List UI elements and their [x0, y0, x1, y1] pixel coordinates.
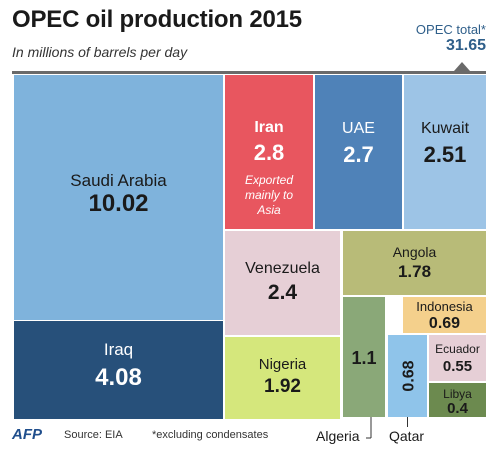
opec-total-value: 31.65: [445, 37, 486, 54]
top-divider: [12, 71, 486, 74]
source-note: Source: EIA: [64, 429, 123, 441]
tile-value-angola: 1.78: [398, 262, 431, 281]
footnote: *excluding condensates: [152, 429, 269, 441]
chart-title: OPEC oil production 2015: [12, 6, 302, 33]
tile-qatar: 0.68: [388, 335, 427, 417]
tile-rect-qatar: [388, 335, 427, 417]
tile-note-line: Exported: [245, 173, 293, 187]
tile-name-angola: Angola: [393, 244, 437, 260]
opec-total: OPEC total* 31.65: [416, 22, 486, 54]
qatar-callout-label: Qatar: [389, 428, 425, 444]
tile-rect-saudi-arabia: [14, 75, 223, 320]
tile-rect-uae: [315, 75, 402, 229]
tile-kuwait: Kuwait 2.51: [404, 75, 486, 229]
tile-name-venezuela: Venezuela: [245, 260, 320, 277]
tile-note-line: mainly to: [245, 188, 293, 202]
tile-rect-indonesia: [403, 297, 486, 333]
tile-rect-libya: [429, 383, 486, 417]
tile-name-indonesia: Indonesia: [416, 299, 473, 314]
tile-rect-angola: [343, 231, 486, 295]
tile-rect-nigeria: [225, 337, 340, 419]
tile-value-ecuador: 0.55: [443, 358, 472, 375]
tile-rect-algeria: [343, 297, 385, 417]
tile-value-indonesia: 0.69: [429, 315, 460, 332]
tile-value-saudi-arabia: 10.02: [88, 190, 148, 217]
tile-value-iraq: 4.08: [95, 364, 142, 391]
afp-logo: AFP: [12, 426, 42, 443]
tile-value-qatar: 0.68: [401, 360, 418, 391]
tile-value-kuwait: 2.51: [424, 142, 467, 167]
algeria-callout-label: Algeria: [316, 428, 360, 444]
tile-value-iran: 2.8: [254, 140, 285, 165]
tile-iraq: Iraq 4.08: [14, 321, 223, 419]
tile-rect-iran: [225, 75, 313, 229]
tile-rect-iraq: [14, 321, 223, 419]
tile-ecuador: Ecuador 0.55: [429, 335, 486, 381]
opec-total-label: OPEC total*: [415, 22, 486, 37]
tile-value-venezuela: 2.4: [268, 281, 298, 304]
tile-rect-venezuela: [225, 231, 340, 335]
tile-name-ecuador: Ecuador: [435, 342, 480, 356]
tile-value-libya: 0.4: [447, 400, 469, 417]
tile-nigeria: Nigeria 1.92: [225, 337, 340, 419]
tile-name-iraq: Iraq: [104, 340, 133, 359]
tile-name-libya: Libya: [443, 387, 472, 401]
tile-rect-ecuador: [429, 335, 486, 381]
tile-name-iran: Iran: [254, 119, 283, 136]
tile-value-algeria: 1.1: [351, 348, 376, 368]
tile-uae: UAE 2.7: [315, 75, 402, 229]
tile-name-saudi-arabia: Saudi Arabia: [70, 171, 167, 190]
tile-note-line: Asia: [256, 203, 281, 217]
tile-angola: Angola 1.78: [343, 231, 486, 295]
tile-value-nigeria: 1.92: [264, 376, 301, 397]
tile-rect-kuwait: [404, 75, 486, 229]
tile-venezuela: Venezuela 2.4: [225, 231, 340, 335]
total-pointer: [454, 62, 470, 71]
tile-value-uae: 2.7: [343, 142, 374, 167]
tile-name-kuwait: Kuwait: [421, 120, 470, 137]
tile-name-nigeria: Nigeria: [259, 356, 307, 373]
tile-name-uae: UAE: [342, 120, 375, 137]
tile-algeria: 1.1: [343, 297, 385, 417]
chart-subtitle: In millions of barrels per day: [12, 44, 188, 60]
